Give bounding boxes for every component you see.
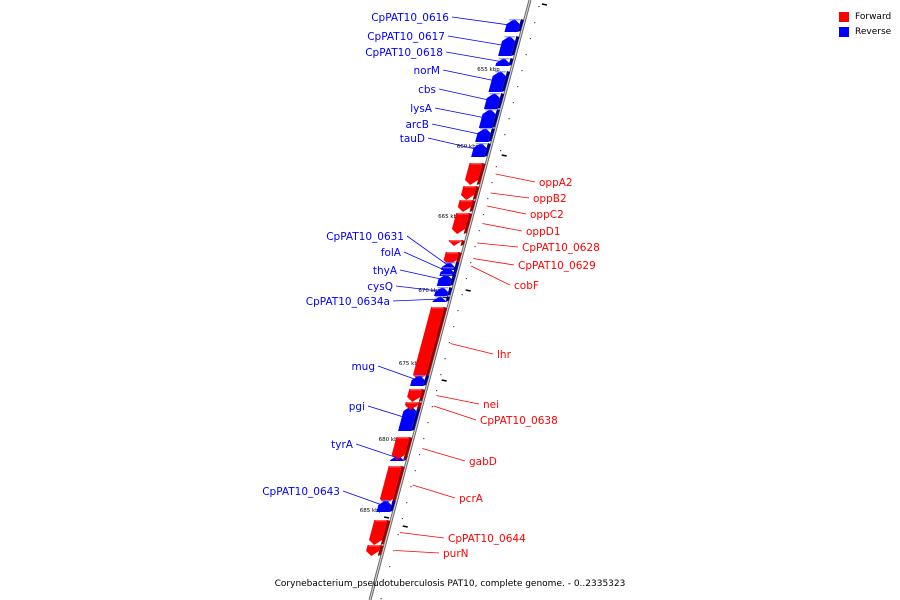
tick-label: 665 kbp <box>438 214 461 220</box>
gene-CpPAT10_0644 <box>369 520 391 545</box>
gene-label: cbs <box>418 84 436 96</box>
gene-label: pcrA <box>459 493 484 505</box>
legend-forward: Forward <box>839 9 891 24</box>
gene-label: cobF <box>514 280 539 292</box>
gene-mug <box>410 375 429 386</box>
gene-lhr <box>413 307 448 380</box>
gene-label: CpPAT10_0631 <box>326 231 404 243</box>
gene-label: CpPAT10_0617 <box>367 31 445 43</box>
gene-gabD <box>391 437 413 460</box>
forward-label: Forward <box>855 11 892 22</box>
gene-folA <box>439 267 458 276</box>
gene-purN <box>366 545 384 556</box>
gene-label: CpPAT10_0634a <box>306 296 390 308</box>
gene-label: CpPAT10_0616 <box>371 12 449 24</box>
reverse-swatch <box>839 26 849 37</box>
gene-label: CpPAT10_0628 <box>522 242 600 254</box>
gene-oppC2 <box>457 200 476 212</box>
gene-oppD1 <box>451 213 473 234</box>
gene-label: CpPAT10_0638 <box>480 415 558 427</box>
gene-label: CpPAT10_0618 <box>365 47 443 59</box>
gene-label: oppA2 <box>539 177 573 189</box>
gene-label: lysA <box>410 103 433 115</box>
minor-ticks <box>380 6 540 600</box>
gene-oppA2 <box>465 163 486 185</box>
gene-label: lhr <box>497 349 512 361</box>
gene-label: norM <box>414 65 440 77</box>
tick-label: 670 kbp <box>418 288 441 294</box>
gene-label: gabD <box>469 456 497 468</box>
tick-label: 685 kbp <box>360 508 383 514</box>
gene-label: tauD <box>400 133 425 145</box>
gene-label: arcB <box>406 119 430 131</box>
gene-label: mug <box>351 361 375 373</box>
gene-label: CpPAT10_0644 <box>448 533 526 545</box>
gene-CpPAT10_0629 <box>443 252 462 265</box>
reverse-label: Reverse <box>855 26 892 37</box>
gene-label: folA <box>381 247 402 259</box>
gene-pcrA <box>379 466 405 504</box>
gene-label: oppD1 <box>526 226 561 238</box>
gene-label: CpPAT10_0629 <box>518 260 596 272</box>
gene-label: oppC2 <box>530 209 564 221</box>
gene-labels: CpPAT10_0616 CpPAT10_0617 CpPAT10_0618 norM… <box>262 12 600 560</box>
forward-swatch <box>839 11 849 22</box>
gene-CpPAT10_0618 <box>495 58 514 66</box>
genome-caption: Corynebacterium_pseudotuberculosis PAT10… <box>274 579 626 589</box>
gene-label: thyA <box>373 265 398 277</box>
tick-label: 675 kbp <box>399 361 422 367</box>
gene-label: cysQ <box>367 281 393 293</box>
gene-label: nei <box>483 399 499 411</box>
gene-CpPAT10_0638 <box>405 402 422 410</box>
gene-label: pgi <box>349 401 365 413</box>
gene-nei <box>407 389 426 402</box>
legend: Forward Reverse <box>839 9 891 39</box>
legend-reverse: Reverse <box>839 24 891 39</box>
gene-label: purN <box>443 548 469 560</box>
gene-oppB2 <box>461 186 480 200</box>
tick-label: 680 kbp <box>379 437 402 443</box>
gene-label: CpPAT10_0643 <box>262 486 340 498</box>
tick-label: 655 kbp <box>477 67 500 73</box>
gene-label: tyrA <box>331 439 354 451</box>
gene-label: oppB2 <box>533 193 567 205</box>
gene-CpPAT10_0628 <box>448 240 465 246</box>
